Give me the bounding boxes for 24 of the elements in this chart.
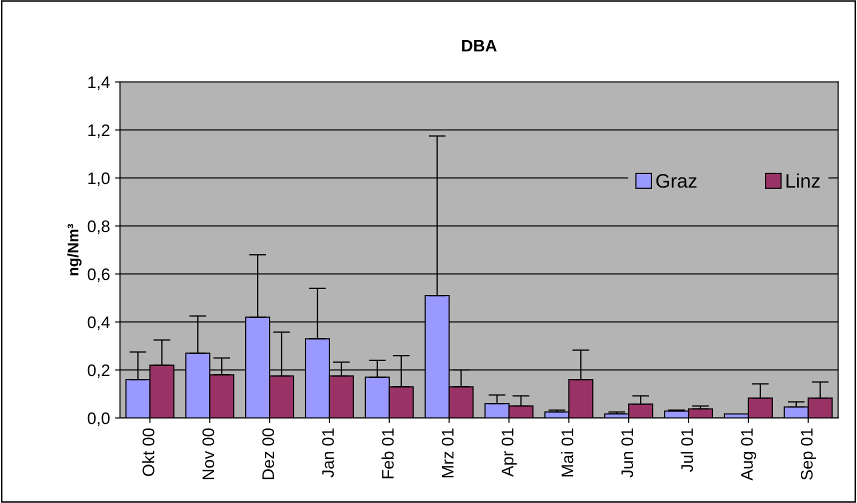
x-tick-label: Mai 01 [561,428,574,476]
x-tick-label: Okt 00 [142,428,154,476]
y-tick-label: 1,2 [88,124,110,138]
x-tick-label: Mrz 01 [442,428,454,478]
y-tick-label: 1,4 [88,76,110,90]
x-tick-label: Jan 01 [322,428,334,478]
chart-title: DBA [462,40,497,52]
y-tick-label: 0,0 [88,412,110,426]
y-axis-title: ng/Nm³ [67,224,82,276]
x-tick-label: Sep 01 [800,428,816,480]
x-tick-label: Jul 01 [680,428,693,472]
x-tick-label: Apr 01 [502,428,517,477]
x-tick-label: Feb 01 [382,428,394,478]
y-tick-label: 0,2 [88,364,110,378]
legend-label: Linz [786,174,820,188]
y-tick-label: 0,8 [88,220,110,234]
y-tick-label: 0,6 [88,268,110,282]
x-tick-label: Jun 01 [621,428,634,478]
x-tick-label: Aug 01 [741,428,756,480]
y-tick-label: 0,4 [88,316,110,330]
x-tick-label: Dez 00 [262,428,274,480]
y-tick-label: 1,0 [88,172,110,186]
legend-label: Graz [656,174,697,188]
x-tick-label: Nov 00 [202,428,214,480]
